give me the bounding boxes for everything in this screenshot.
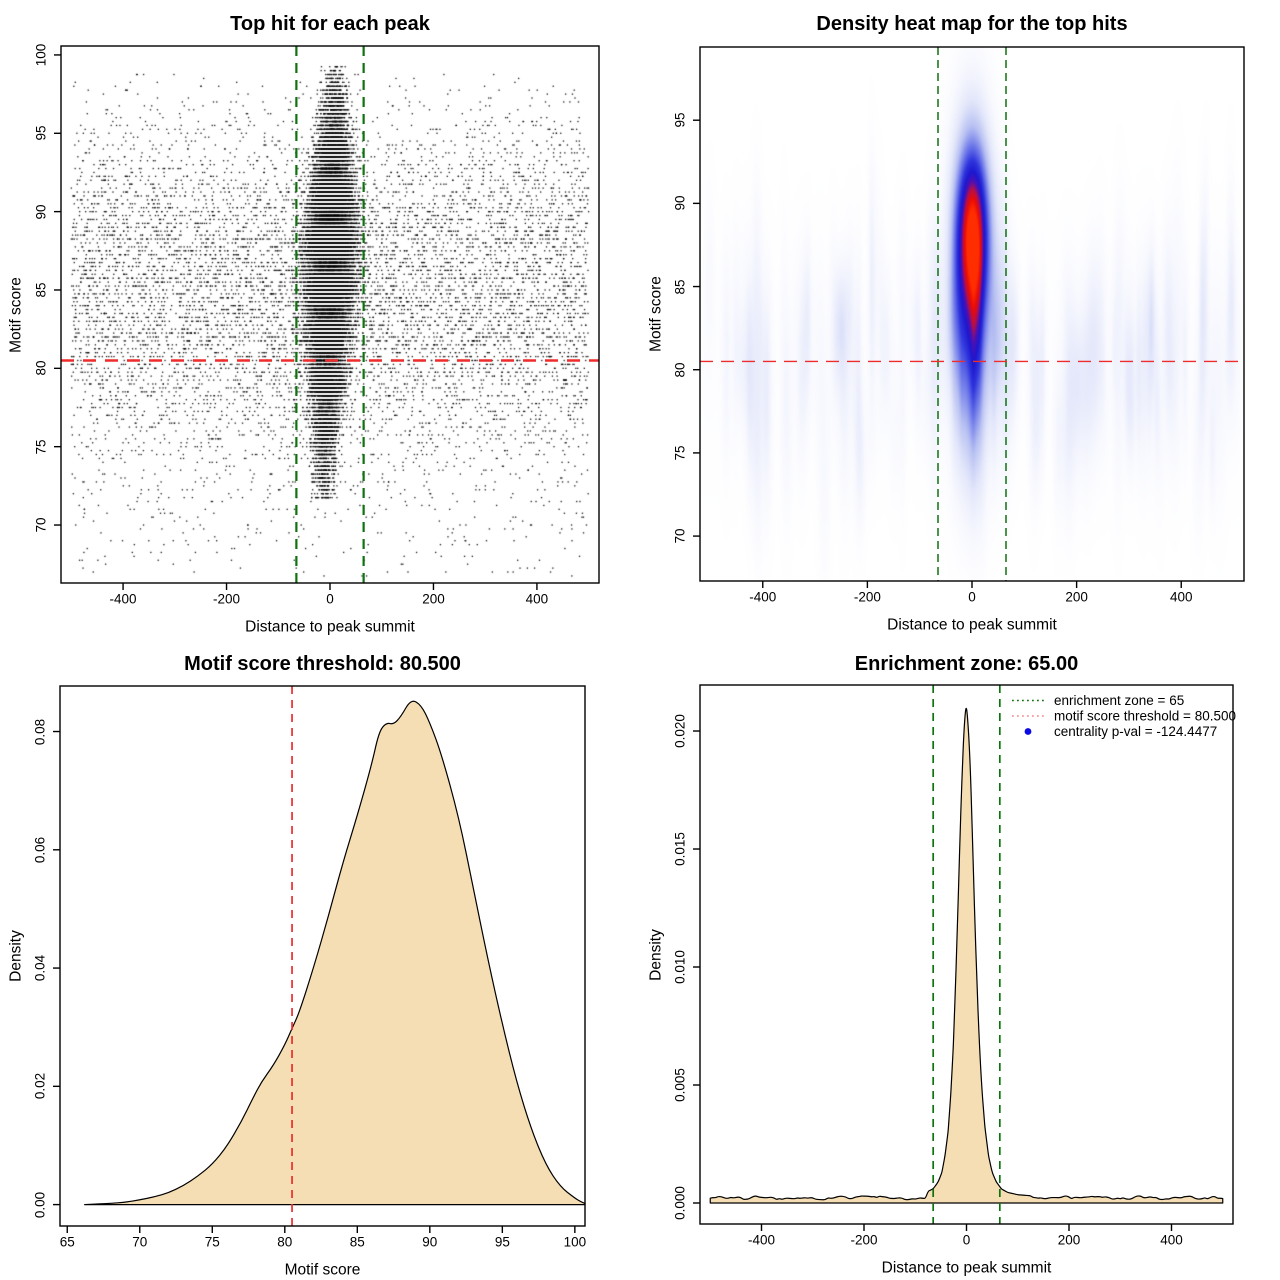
- panel-motif-score-density: Motif score threshold: 80.500 Motif scor…: [0, 640, 640, 1280]
- heatmap-overlay: [693, 46, 1245, 588]
- y-tick-label: 75: [672, 445, 688, 461]
- x-tick-label: -200: [213, 591, 241, 607]
- panel-enrichment-zone-density: enrichment zone = 65 motif score threshol…: [640, 640, 1280, 1280]
- y-tick-label: 100: [33, 43, 49, 67]
- y-axis-title: Density: [7, 930, 25, 982]
- plot-box: [60, 45, 600, 584]
- panel-title: Motif score threshold: 80.500: [184, 653, 461, 675]
- legend-item-label: motif score threshold = 80.500: [1054, 709, 1236, 724]
- x-axis-title: Distance to peak summit: [245, 618, 415, 636]
- x-axis-title: Motif score: [284, 1261, 361, 1279]
- panel-title: Top hit for each peak: [230, 13, 430, 35]
- y-tick-label: 0.06: [32, 836, 48, 863]
- y-tick-label: 70: [672, 528, 688, 544]
- y-axis-title: Motif score: [7, 276, 25, 353]
- panel-title: Enrichment zone: 65.00: [854, 653, 1079, 675]
- x-tick-label: 200: [1065, 589, 1088, 605]
- y-axis-title: Motif score: [647, 276, 665, 352]
- x-tick-label: -200: [850, 1232, 878, 1248]
- density-curve: [84, 700, 586, 1206]
- panel-top-hit-scatter: Top hit for each peak Distance to peak s…: [0, 0, 640, 640]
- x-tick-label: -200: [853, 589, 881, 605]
- y-tick-label: 0.000: [672, 1186, 688, 1220]
- y-tick-label: 0.005: [672, 1068, 688, 1102]
- x-tick-label: 70: [132, 1234, 148, 1250]
- density-curve: [709, 707, 1224, 1204]
- y-tick-label: 0.015: [672, 832, 688, 866]
- legend-item-label: centrality p-val = -124.4477: [1054, 724, 1217, 739]
- x-tick-label: 0: [962, 1232, 971, 1248]
- x-tick-label: 400: [525, 591, 549, 607]
- y-tick-label: 85: [33, 282, 49, 298]
- x-tick-label: 100: [563, 1234, 587, 1250]
- y-tick-label: 80: [33, 360, 49, 376]
- x-tick-label: 75: [204, 1234, 220, 1250]
- y-axis-title: Density: [647, 928, 665, 981]
- y-tick-label: 85: [672, 279, 688, 295]
- x-tick-label: 90: [422, 1234, 438, 1250]
- y-tick-label: 0.010: [672, 950, 688, 984]
- x-tick-label: 65: [59, 1234, 75, 1250]
- plot-box: [699, 46, 1245, 582]
- scatter-overlay: [54, 45, 600, 590]
- heatmap-canvas: [640, 0, 1280, 640]
- x-axis-title: Distance to peak summit: [887, 616, 1057, 634]
- motif-density-overlay: [53, 685, 586, 1233]
- x-tick-label: 200: [1057, 1232, 1081, 1248]
- y-tick-label: 0.02: [32, 1073, 48, 1100]
- y-tick-label: 90: [33, 204, 49, 220]
- y-tick-label: 0.00: [32, 1191, 48, 1218]
- y-tick-label: 0.08: [32, 718, 48, 745]
- y-tick-label: 80: [672, 362, 688, 378]
- x-tick-label: -400: [747, 1232, 776, 1248]
- x-tick-label: 0: [968, 589, 976, 605]
- y-tick-label: 0.04: [32, 954, 48, 982]
- y-tick-label: 90: [672, 195, 688, 211]
- x-tick-label: 400: [1169, 589, 1193, 605]
- x-tick-label: 80: [277, 1234, 293, 1250]
- x-tick-label: -400: [109, 591, 137, 607]
- x-axis-title: Distance to peak summit: [881, 1259, 1052, 1277]
- y-tick-label: 0.020: [672, 714, 688, 748]
- x-tick-label: -400: [749, 589, 777, 605]
- y-tick-label: 95: [33, 125, 49, 141]
- scatter-points-canvas: [0, 0, 640, 640]
- y-tick-label: 70: [33, 517, 49, 533]
- x-tick-label: 85: [349, 1234, 365, 1250]
- x-tick-label: 400: [1160, 1232, 1183, 1248]
- legend-key-dot: [1024, 728, 1032, 735]
- plot-box: [59, 685, 586, 1227]
- legend-item-label: enrichment zone = 65: [1054, 693, 1184, 708]
- y-tick-label: 75: [33, 439, 49, 455]
- x-tick-label: 200: [422, 591, 445, 607]
- y-tick-label: 95: [672, 112, 688, 128]
- panel-title: Density heat map for the top hits: [816, 13, 1128, 35]
- x-tick-label: 95: [494, 1234, 510, 1250]
- x-tick-label: 0: [326, 591, 334, 607]
- panel-density-heatmap: Density heat map for the top hits Distan…: [640, 0, 1280, 640]
